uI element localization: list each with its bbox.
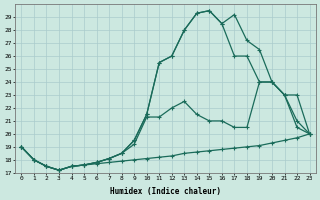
- X-axis label: Humidex (Indice chaleur): Humidex (Indice chaleur): [110, 187, 221, 196]
